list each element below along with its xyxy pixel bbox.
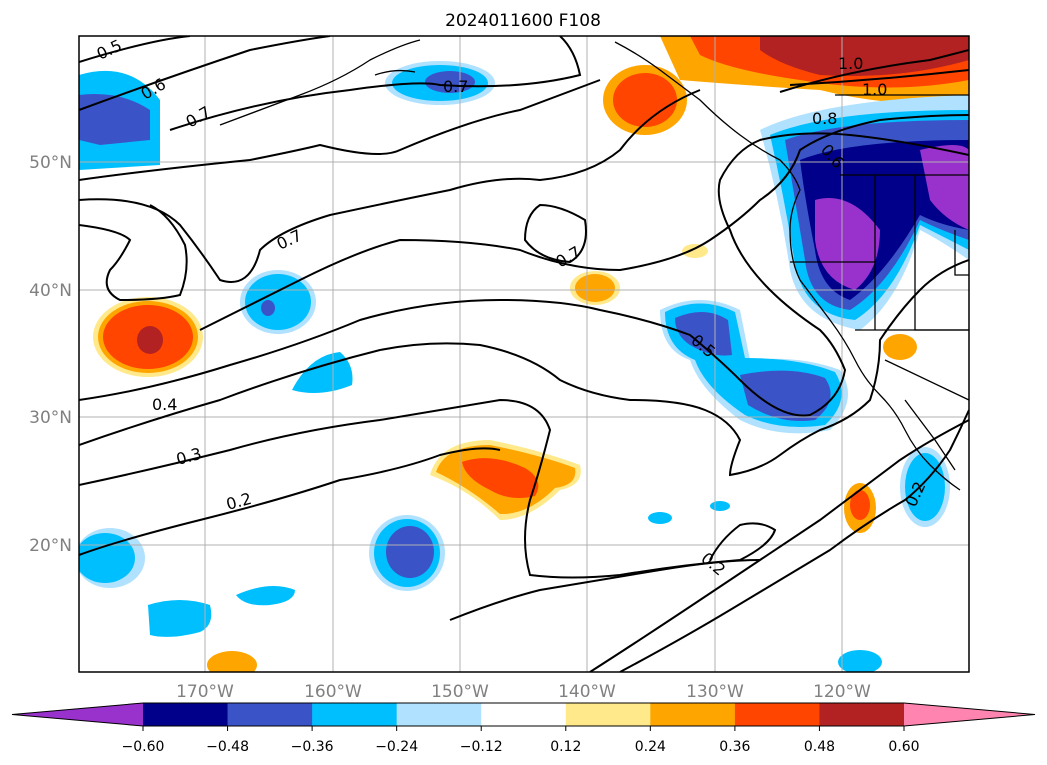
coastlines [219, 39, 969, 491]
height-contours [79, 36, 969, 672]
colorbar-tick-label: 0.60 [888, 739, 919, 755]
positive-anomaly-area [613, 73, 677, 127]
negative-anomaly-area [261, 300, 275, 316]
negative-anomaly-area [245, 274, 311, 330]
contour-label: 0.4 [152, 395, 177, 414]
colorbar-segment [396, 703, 482, 726]
map-frame [78, 35, 970, 673]
lon-label: 120°W [813, 682, 871, 702]
lat-label: 20°N [29, 536, 72, 556]
lon-label: 130°W [686, 682, 744, 702]
colorbar-tick-label: 0.36 [719, 739, 750, 755]
negative-anomaly-area [79, 533, 135, 583]
colorbar-segment [227, 703, 313, 726]
contour-label: 0.7 [443, 77, 468, 96]
negative-anomaly-area [740, 370, 831, 421]
colorbar-tick-label: −0.36 [291, 739, 334, 755]
graticule [79, 36, 969, 672]
colorbar-extend-high [904, 703, 1035, 726]
colorbar-tick-label: −0.24 [375, 739, 418, 755]
colorbar-segment [734, 703, 820, 726]
map-panel: 0.5 0.6 0.7 0.7 0.7 0.7 1.0 1.0 0.8 0.6 … [78, 35, 970, 673]
colorbar-segment [565, 703, 651, 726]
contour-label: 1.0 [862, 80, 887, 99]
negative-anomaly-area [815, 198, 880, 290]
positive-anomaly-area [575, 274, 615, 302]
lon-label: 140°W [558, 682, 616, 702]
colorbar-extend-low [12, 703, 143, 726]
positive-anomaly-area [462, 458, 539, 498]
negative-anomaly-area [148, 600, 212, 637]
negative-anomaly-area [838, 650, 882, 672]
negative-anomaly-area [710, 501, 730, 511]
colorbar-segment [819, 703, 905, 726]
negative-anomaly-area [386, 526, 434, 578]
negative-anomaly-area [675, 311, 732, 356]
negative-anomaly-area [425, 71, 475, 93]
colorbar-segment [312, 703, 398, 726]
colorbar-tick-label: −0.60 [122, 739, 165, 755]
negative-anomaly-area [920, 145, 969, 230]
colorbar: −0.60 −0.48 −0.36 −0.24 −0.12 0.12 0.24 0.36 0.4… [11, 702, 1036, 755]
positive-anomaly-area [883, 334, 917, 360]
negative-anomaly-area [236, 586, 295, 606]
colorbar-segment [481, 703, 567, 726]
lat-label: 50°N [29, 153, 72, 173]
colorbar-tick-label: −0.48 [206, 739, 249, 755]
positive-anomaly-area [207, 651, 257, 672]
lat-label: 30°N [29, 408, 72, 428]
positive-anomaly-area [137, 326, 163, 354]
colorbar-tick-label: 0.24 [635, 739, 666, 755]
lon-label: 150°W [431, 682, 489, 702]
contour-label: 0.8 [812, 109, 837, 128]
lat-label: 40°N [29, 281, 72, 301]
latitude-labels: 50°N 40°N 30°N 20°N [29, 153, 72, 556]
figure-title: 2024011600 F108 [445, 11, 601, 31]
positive-anomaly-area [850, 490, 870, 520]
colorbar-tick-label: 0.12 [550, 739, 581, 755]
longitude-labels: 170°W 160°W 150°W 140°W 130°W 120°W [176, 682, 871, 702]
positive-anomaly-area [760, 36, 969, 76]
colorbar-tick-label: −0.12 [460, 739, 503, 755]
colorbar-tick-label: 0.48 [804, 739, 835, 755]
negative-anomaly-area [648, 512, 672, 524]
colorbar-segment [143, 703, 229, 726]
colorbar-segment [650, 703, 736, 726]
lon-label: 160°W [304, 682, 362, 702]
positive-anomaly-area [682, 244, 708, 258]
contour-label: 1.0 [838, 54, 863, 73]
lon-label: 170°W [176, 682, 234, 702]
negative-anomaly-area [79, 94, 150, 145]
